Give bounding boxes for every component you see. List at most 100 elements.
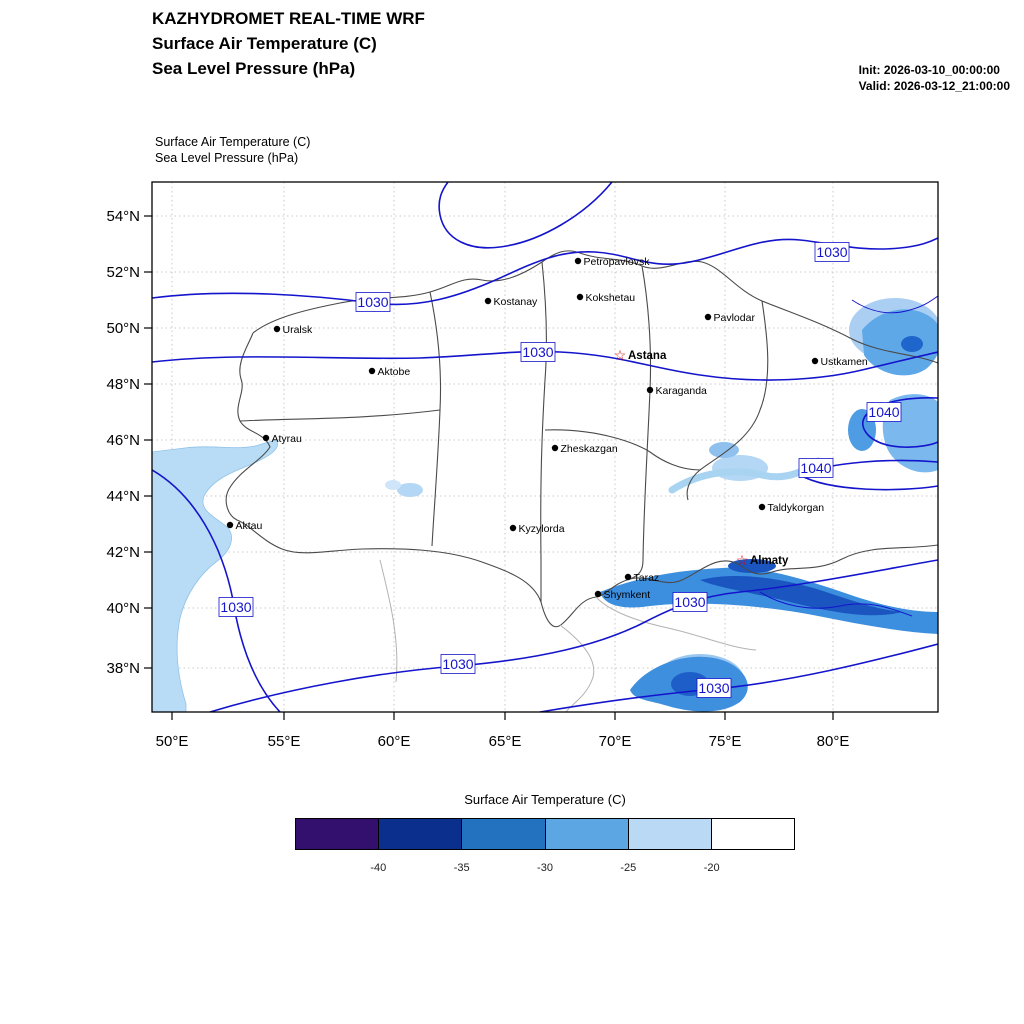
lat-axis-label: 44°N: [106, 488, 140, 505]
lon-axis-label: 60°E: [378, 733, 411, 750]
city-label: Petropavlovsk: [584, 256, 651, 268]
colorbar-tick-label: -40: [370, 862, 387, 874]
colorbar-segment: [545, 819, 629, 849]
city-marker-kokshetau: Kokshetau: [576, 292, 636, 304]
city-label: Astana: [628, 350, 667, 362]
city-label: Aktau: [236, 520, 263, 532]
lat-axis-label: 42°N: [106, 544, 140, 561]
city-dot-icon: [484, 297, 492, 305]
city-marker-petropavlovsk: Petropavlovsk: [574, 256, 651, 268]
map-caption-temperature: Surface Air Temperature (C): [155, 135, 311, 149]
city-dot-icon: [576, 293, 584, 301]
map-caption: Surface Air Temperature (C) Sea Level Pr…: [155, 134, 310, 166]
city-dot-icon: [551, 444, 559, 452]
city-marker-shymkent: Shymkent: [594, 589, 651, 601]
isobar-label: 1040: [868, 404, 899, 420]
lon-axis-label: 70°E: [599, 733, 632, 750]
page-title: KAZHYDROMET REAL-TIME WRF: [152, 9, 425, 28]
isobar-label-box: [440, 654, 476, 674]
isobar-label-box: [520, 342, 556, 362]
city-label: Taldykorgan: [768, 502, 825, 514]
city-marker-karaganda: Karaganda: [646, 385, 707, 397]
colorbar-tick-label: -35: [453, 862, 470, 874]
lon-axis-label: 65°E: [489, 733, 522, 750]
city-dot-icon: [811, 357, 819, 365]
map-frame: [151, 181, 939, 713]
isobar-label-layer: 1030 1030 1030 1040 1040 1030 1030 1030 1030: [218, 242, 902, 698]
city-marker-pavlodar: Pavlodar: [704, 312, 756, 324]
isobar-label: 1030: [816, 244, 847, 260]
city-marker-kyzylorda: Kyzylorda: [509, 523, 565, 535]
city-marker-taraz: Taraz: [624, 572, 660, 584]
city-label: Atyrau: [272, 433, 303, 445]
city-label: Zheskazgan: [561, 443, 618, 455]
colorbar-tick-label: -20: [703, 862, 720, 874]
lat-axis-label: 54°N: [106, 208, 140, 225]
isobar-label-box: [218, 597, 254, 617]
lon-axis-label: 55°E: [268, 733, 301, 750]
city-marker-ustkamen: Ustkamen: [811, 356, 868, 368]
city-label: Kokshetau: [586, 292, 636, 304]
city-label: Ustkamen: [821, 356, 868, 368]
isobar-label-box: [814, 242, 850, 262]
colorbar-tick-label: -30: [537, 862, 553, 874]
city-label: Uralsk: [283, 324, 314, 336]
city-marker-aktobe: Aktobe: [368, 366, 411, 378]
run-time-block: Init: 2026-03-10_00:00:00 Valid: 2026-03…: [859, 62, 1010, 94]
capital-star-icon: ☆: [614, 347, 627, 363]
city-dot-icon: [704, 313, 712, 321]
city-label: Shymkent: [604, 589, 651, 601]
colorbar-segment: [711, 819, 795, 849]
lon-axis-label: 80°E: [817, 733, 850, 750]
city-label: Almaty: [750, 555, 789, 567]
isobar-label-box: [355, 292, 391, 312]
capital-star-icon: ☆: [736, 552, 749, 568]
lat-axis-label: 48°N: [106, 376, 140, 393]
city-dot-icon: [574, 257, 582, 265]
header-subtitle-temperature: Surface Air Temperature (C): [152, 34, 377, 53]
city-dot-icon: [624, 573, 632, 581]
isobar-label-box: [866, 402, 902, 422]
lon-axis-label: 50°E: [156, 733, 189, 750]
isobar-label: 1040: [800, 460, 831, 476]
city-label: Aktobe: [378, 366, 411, 378]
colorbar-segment: [462, 819, 546, 849]
isobar-label-box: [672, 592, 708, 612]
city-marker-aktau: Aktau: [226, 520, 263, 532]
isobar-label-box: [798, 458, 834, 478]
colorbar-title: Surface Air Temperature (C): [464, 792, 626, 807]
city-marker-almaty: ☆ Almaty: [736, 552, 789, 568]
lat-axis-label: 46°N: [106, 432, 140, 449]
city-marker-taldykorgan: Taldykorgan: [758, 502, 825, 514]
lat-axis-label: 50°N: [106, 320, 140, 337]
city-dot-icon: [594, 590, 602, 598]
city-marker-atyrau: Atyrau: [262, 433, 303, 445]
valid-time: Valid: 2026-03-12_21:00:00: [858, 79, 1010, 93]
city-dot-icon: [646, 386, 654, 394]
city-label: Pavlodar: [714, 312, 756, 324]
lat-axis-label: 52°N: [106, 264, 140, 281]
isobar-label: 1030: [674, 594, 705, 610]
isobar-label-box: [696, 678, 732, 698]
city-marker-uralsk: Uralsk: [273, 324, 314, 336]
isobar-label: 1030: [442, 656, 473, 672]
city-label: Kostanay: [494, 296, 539, 308]
city-label: Kyzylorda: [519, 523, 565, 535]
isobar-label: 1030: [698, 680, 729, 696]
city-label: Taraz: [634, 572, 660, 584]
map-caption-pressure: Sea Level Pressure (hPa): [155, 151, 299, 165]
city-dot-icon: [226, 521, 234, 529]
city-dot-icon: [509, 524, 517, 532]
lat-axis-label: 40°N: [106, 600, 140, 617]
city-dot-icon: [368, 367, 376, 375]
isobar-label: 1030: [220, 599, 251, 615]
city-layer: Petropavlovsk Kostanay Kokshetau Pavlodar Ur…: [226, 256, 868, 601]
header-title-block: KAZHYDROMET REAL-TIME WRF Surface Air Te…: [152, 6, 425, 81]
colorbar-tick-label: -25: [620, 862, 637, 874]
city-marker-kostanay: Kostanay: [484, 296, 539, 308]
colorbar: [295, 818, 795, 850]
city-dot-icon: [273, 325, 281, 333]
isobar-label: 1030: [522, 344, 553, 360]
